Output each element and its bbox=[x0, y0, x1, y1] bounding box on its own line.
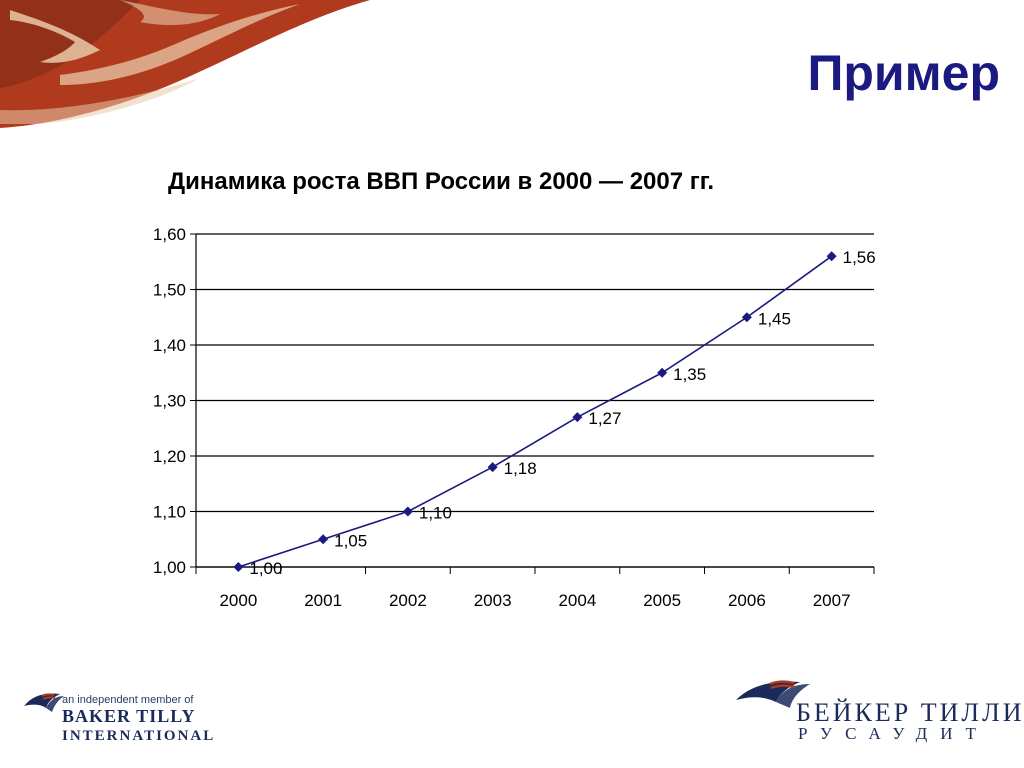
data-point-marker bbox=[572, 412, 583, 423]
data-label: 1,00 bbox=[249, 559, 282, 578]
data-label: 1,10 bbox=[419, 504, 452, 523]
corner-decoration bbox=[0, 0, 370, 128]
data-label: 1,35 bbox=[673, 365, 706, 384]
y-tick-labels: 1,00 1,10 1,20 1,30 1,40 1,50 1,60 bbox=[153, 225, 186, 577]
logo-subname: РУСАУДИТ bbox=[798, 724, 989, 743]
y-tick-label: 1,50 bbox=[153, 281, 186, 300]
logo-tagline: an independent member of bbox=[62, 694, 194, 706]
logo-subname: INTERNATIONAL bbox=[62, 728, 216, 744]
x-tick-label: 2003 bbox=[474, 591, 512, 610]
x-tick-labels: 2000 2001 2002 2003 2004 2005 2006 2007 bbox=[219, 591, 850, 610]
data-label: 1,05 bbox=[334, 531, 367, 550]
bird-icon bbox=[736, 680, 810, 708]
data-label: 1,56 bbox=[843, 248, 876, 267]
baker-tilly-rusaudit-logo: БЕЙКЕР ТИЛЛИ РУСАУДИТ bbox=[734, 672, 1021, 746]
y-tick-label: 1,40 bbox=[153, 336, 186, 355]
grid-lines bbox=[196, 233, 874, 568]
data-point-marker bbox=[402, 506, 413, 517]
data-labels: 1,00 1,05 1,10 1,18 1,27 1,35 1,45 1,56 bbox=[249, 248, 875, 578]
y-tick-label: 1,00 bbox=[153, 558, 186, 577]
data-label: 1,18 bbox=[504, 459, 537, 478]
x-tick-label: 2000 bbox=[219, 591, 257, 610]
y-tick-label: 1,60 bbox=[153, 225, 186, 244]
data-label: 1,27 bbox=[588, 409, 621, 428]
y-tick-label: 1,10 bbox=[153, 503, 186, 522]
data-point-marker bbox=[657, 367, 668, 378]
y-tick-label: 1,30 bbox=[153, 392, 186, 411]
series-line bbox=[238, 255, 833, 568]
data-point-marker bbox=[826, 251, 837, 262]
data-point-marker bbox=[487, 462, 498, 473]
x-tick-label: 2001 bbox=[304, 591, 342, 610]
x-tick-label: 2006 bbox=[728, 591, 766, 610]
x-tick-label: 2007 bbox=[813, 591, 851, 610]
data-label: 1,45 bbox=[758, 309, 791, 328]
data-markers bbox=[233, 251, 837, 572]
x-tick-label: 2002 bbox=[389, 591, 427, 610]
data-point-marker bbox=[741, 312, 752, 323]
series-line bbox=[238, 255, 833, 568]
chart-title: Динамика роста ВВП России в 2000 — 2007 … bbox=[168, 168, 715, 195]
x-tick-label: 2005 bbox=[643, 591, 681, 610]
axes bbox=[190, 233, 875, 574]
slide-title: Пример bbox=[807, 45, 1000, 101]
baker-tilly-international-logo: an independent member of BAKER TILLY INT… bbox=[22, 684, 222, 746]
y-tick-label: 1,20 bbox=[153, 447, 186, 466]
logo-name: БЕЙКЕР ТИЛЛИ bbox=[796, 698, 1024, 727]
x-tick-label: 2004 bbox=[558, 591, 596, 610]
logo-name: BAKER TILLY bbox=[62, 706, 196, 726]
bird-icon bbox=[24, 693, 64, 712]
data-point-marker bbox=[233, 562, 244, 572]
data-point-marker bbox=[318, 534, 329, 545]
